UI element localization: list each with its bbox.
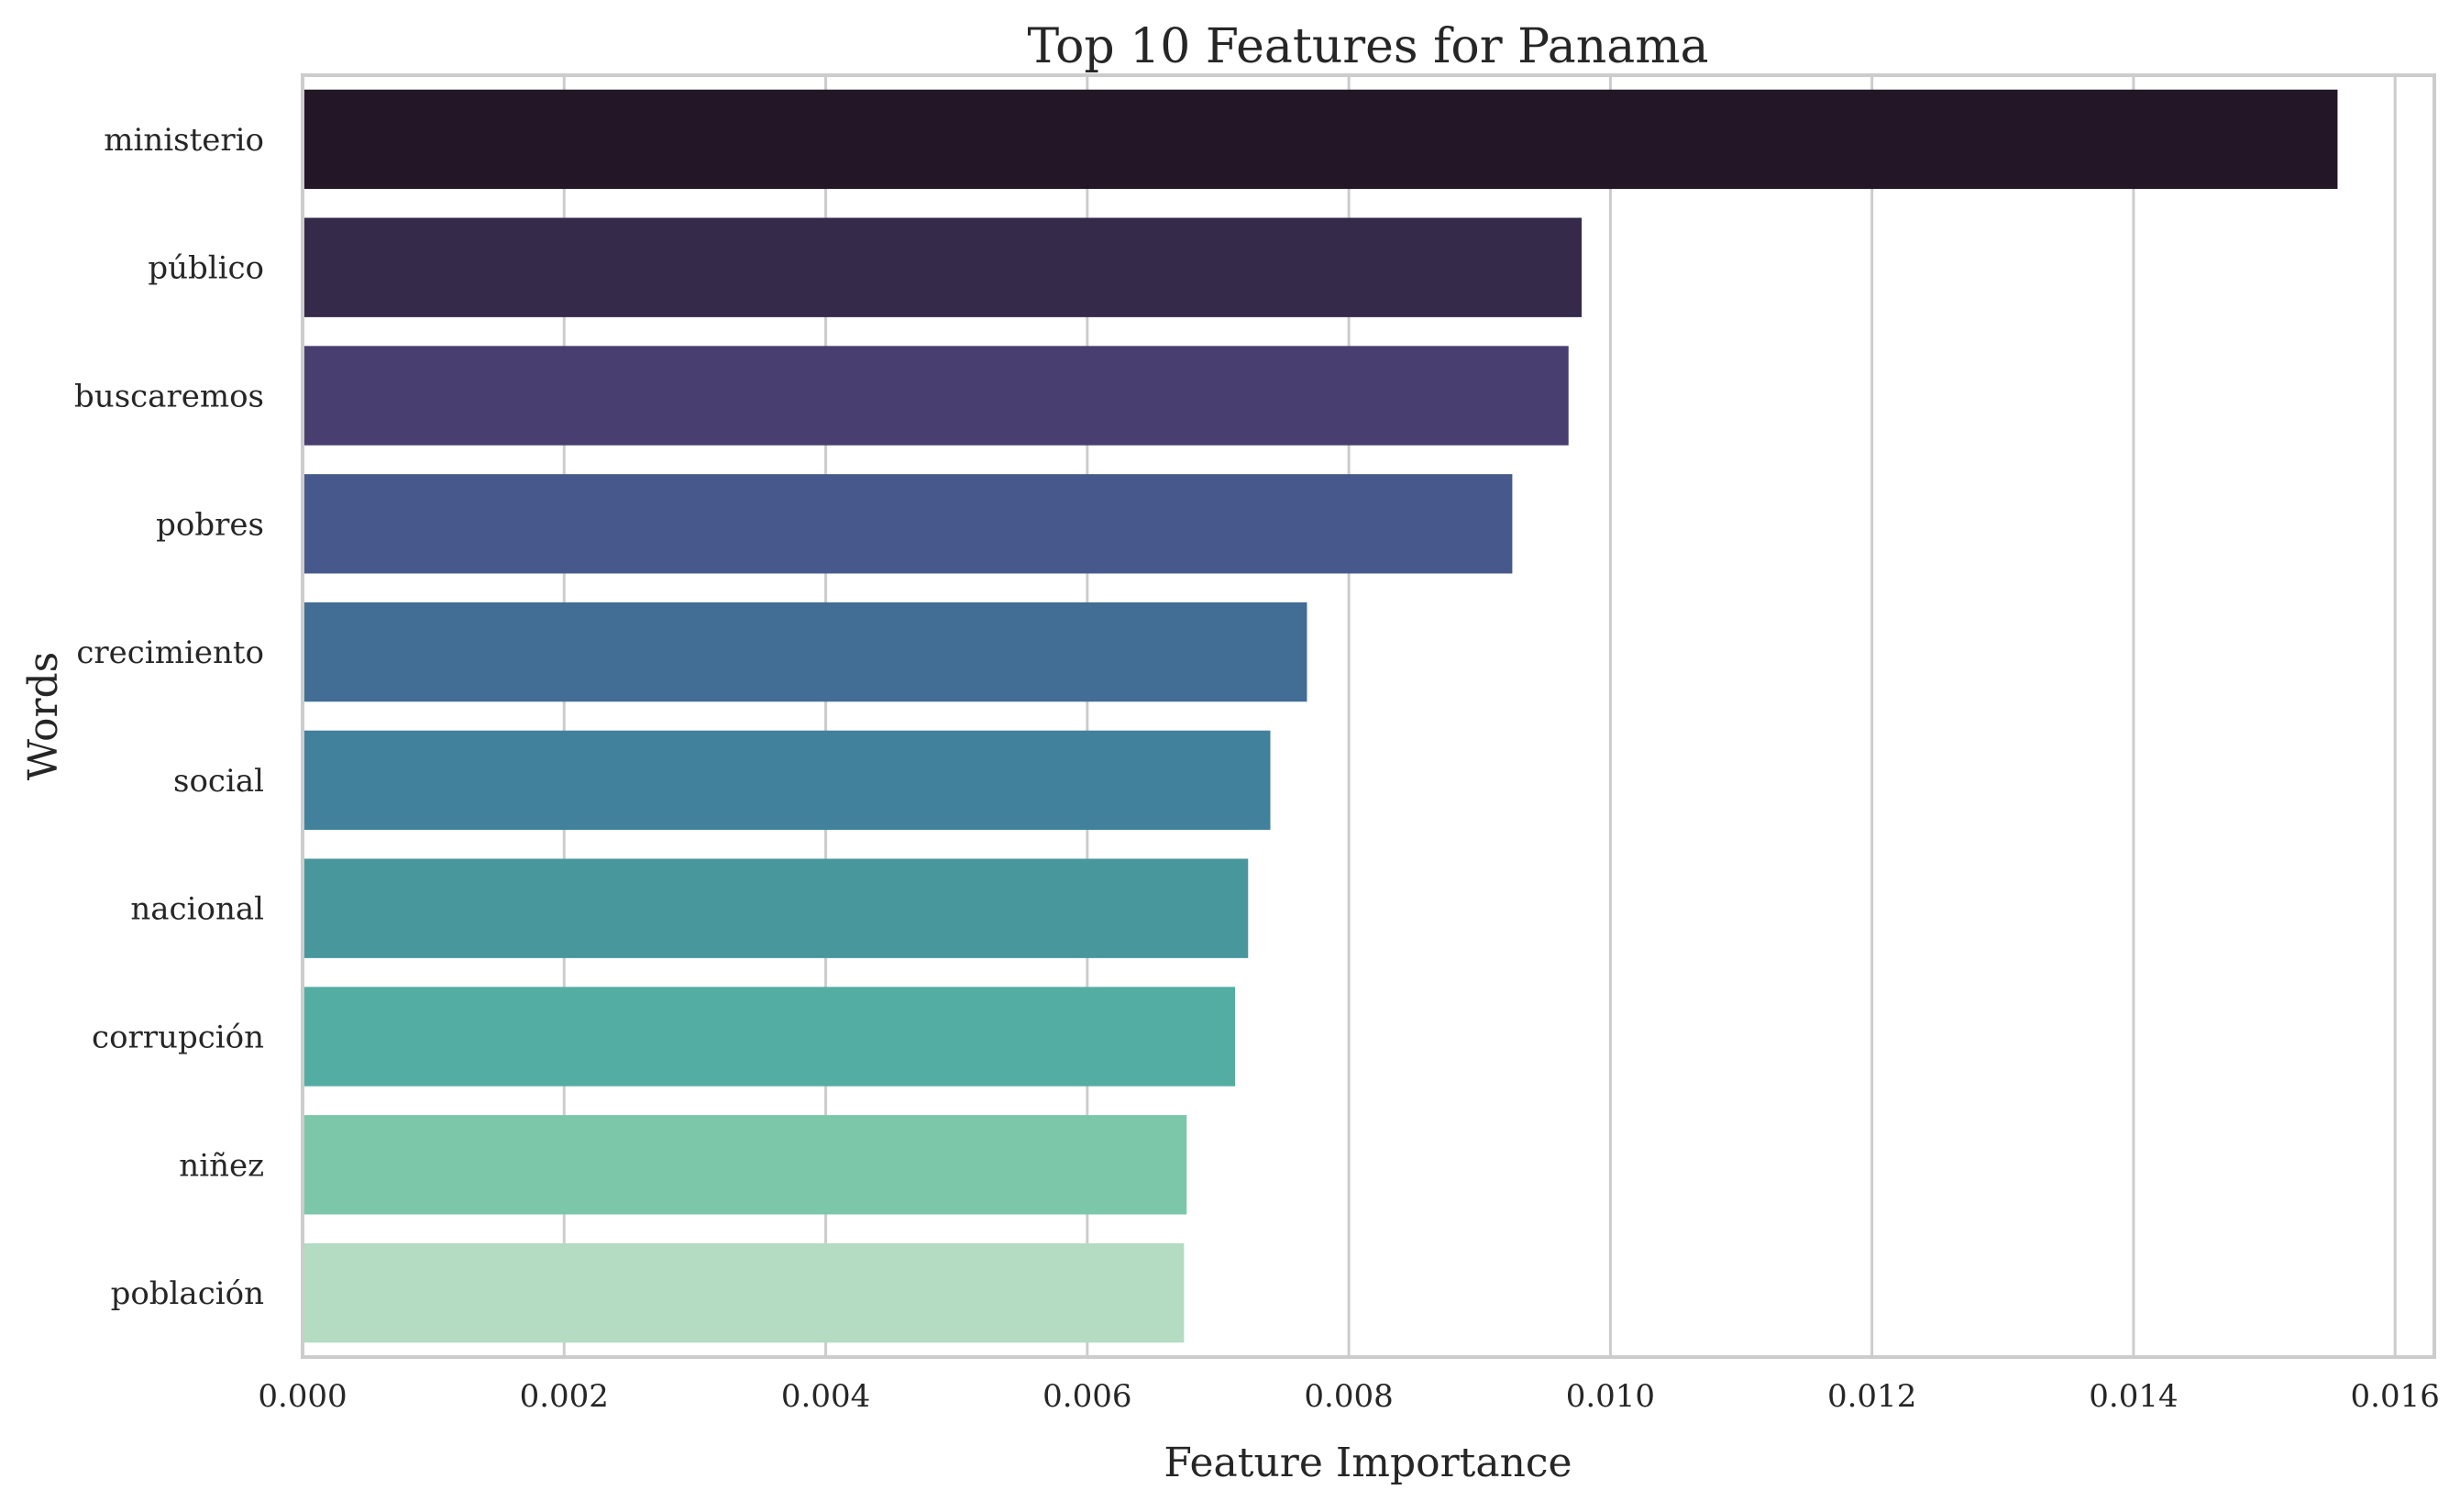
x-tick-label: 0.016 [2351, 1378, 2440, 1415]
y-tick-label: pobres [156, 506, 264, 543]
y-tick-label: ministerio [104, 122, 264, 159]
bar-3 [303, 474, 1513, 574]
x-tick-label: 0.002 [520, 1378, 609, 1415]
y-tick-labels: ministerio público buscaremos pobres crecimi… [74, 122, 264, 1312]
bar-1 [303, 217, 1582, 317]
y-tick-label: población [111, 1275, 264, 1312]
y-tick-label: público [148, 250, 264, 287]
x-tick-label: 0.012 [1827, 1378, 1916, 1415]
bar-4 [303, 601, 1307, 702]
bar-9 [303, 1242, 1185, 1343]
bar-8 [303, 1115, 1187, 1215]
x-tick-label: 0.008 [1304, 1378, 1393, 1415]
y-tick-label: corrupción [92, 1020, 264, 1056]
bars [303, 89, 2338, 1343]
plot-frame [301, 73, 2436, 1359]
y-tick-label: niñez [179, 1147, 264, 1184]
bar-0 [303, 89, 2338, 190]
x-tick-label: 0.000 [258, 1378, 347, 1415]
x-axis-label: Feature Importance [1164, 1440, 1572, 1486]
x-tick-label: 0.010 [1566, 1378, 1655, 1415]
bar-2 [303, 346, 1569, 446]
x-tick-label: 0.004 [781, 1378, 870, 1415]
x-tick-labels: 0.000 0.002 0.004 0.006 0.008 0.010 0.012 0.014… [258, 1378, 2440, 1415]
y-tick-label: nacional [130, 891, 264, 928]
y-tick-label: crecimiento [76, 635, 264, 671]
x-tick-label: 0.014 [2089, 1378, 2178, 1415]
bar-5 [303, 730, 1271, 831]
x-tick-label: 0.006 [1042, 1378, 1131, 1415]
bar-7 [303, 987, 1236, 1087]
bar-6 [303, 858, 1249, 958]
y-tick-label: social [173, 763, 264, 800]
y-axis-label: Words [20, 652, 67, 781]
y-tick-label: buscaremos [74, 379, 264, 415]
chart-title: Top 10 Features for Panama [1027, 19, 1708, 74]
